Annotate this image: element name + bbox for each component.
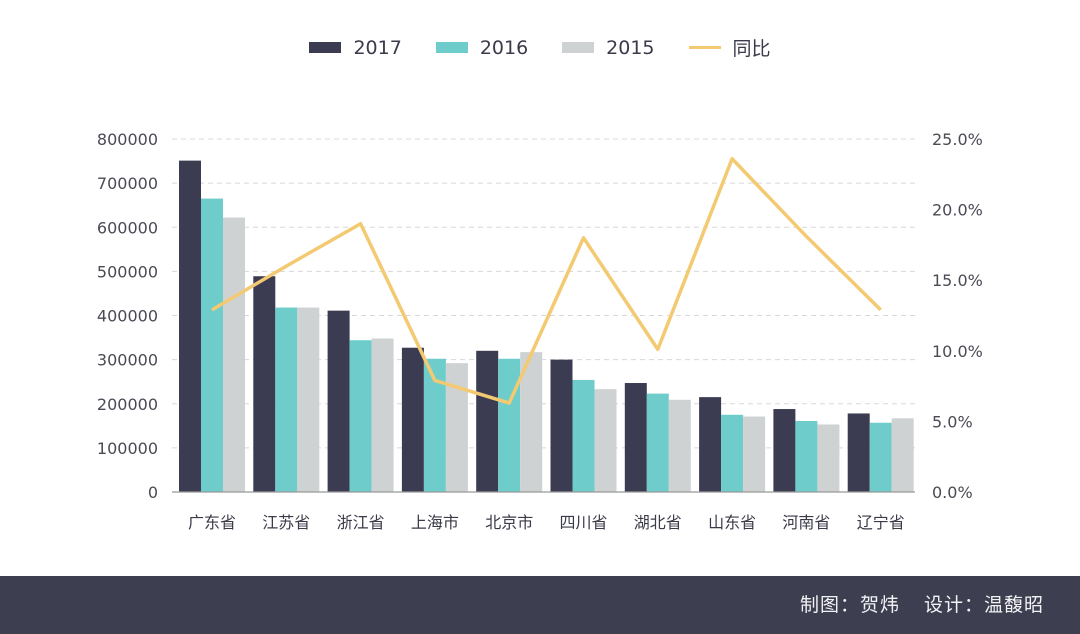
combo-chart: 0 100000 200000 300000 400000 500000 600000 700…: [97, 130, 983, 532]
bar-2016: [795, 420, 818, 492]
y-right-tick-label: 25.0%: [932, 130, 983, 149]
x-category-label: 辽宁省: [857, 513, 905, 532]
chart-legend: 2017 2016 2015 同比: [0, 34, 1080, 61]
bar-2016: [349, 340, 372, 492]
bar-2017: [773, 409, 796, 492]
bar-2016: [423, 358, 446, 492]
y-right-tick-label: 20.0%: [932, 201, 983, 220]
bar-2016: [275, 307, 298, 492]
bar-2017: [847, 413, 870, 492]
bar-2017: [476, 350, 499, 492]
design-credit: 设计：温馥昭: [923, 594, 1044, 616]
bar-2015: [817, 424, 840, 492]
legend-swatch-yoy: [688, 46, 721, 49]
bar-2015: [223, 217, 245, 493]
legend-swatch-2017: [309, 42, 342, 53]
bar-2015: [297, 307, 320, 492]
bar-2015: [668, 399, 691, 492]
bar-2015: [891, 418, 914, 492]
legend-item-2016: 2016: [435, 34, 529, 61]
map-credit: 制图：贺炜: [799, 594, 900, 616]
x-category-label: 山东省: [708, 513, 756, 532]
x-category-label: 上海市: [411, 513, 459, 532]
bar-2015: [594, 389, 617, 492]
credits: 制图：贺炜 设计：温馥昭: [800, 590, 1044, 617]
y-left-tick-label: 600000: [97, 218, 158, 237]
bar-2016: [572, 379, 595, 492]
y-left-tick-label: 300000: [97, 351, 158, 370]
legend-label-2016: 2016: [479, 36, 529, 59]
y-right-tick-label: 10.0%: [932, 342, 983, 361]
x-category-label: 江苏省: [262, 513, 310, 532]
x-category-label: 河南省: [782, 513, 830, 532]
x-category-label: 北京市: [485, 513, 533, 532]
y-left-tick-label: 700000: [97, 174, 158, 193]
legend-label-2017: 2017: [353, 36, 402, 59]
legend-label-yoy: 同比: [732, 38, 771, 60]
y-right-tick-label: 5.0%: [932, 412, 973, 431]
legend-item-yoy: 同比: [688, 34, 771, 61]
legend-swatch-2016: [435, 42, 468, 53]
y-left-tick-label: 400000: [97, 307, 158, 326]
y-left-tick-label: 200000: [97, 395, 158, 414]
bar-2017: [327, 310, 350, 492]
x-category-label: 浙江省: [337, 513, 385, 532]
legend-label-2015: 2015: [606, 36, 655, 59]
x-category-label: 四川省: [559, 513, 607, 532]
bar-2017: [401, 347, 424, 492]
y-left-tick-label: 800000: [97, 130, 158, 149]
bar-2017: [179, 160, 201, 492]
bar-2015: [520, 352, 543, 492]
bar-2017: [699, 397, 722, 492]
legend-swatch-2015: [562, 42, 595, 53]
bar-2015: [371, 338, 394, 492]
y-left-tick-label: 100000: [97, 439, 158, 458]
bar-2016: [721, 414, 744, 492]
y-right-tick-label: 15.0%: [932, 271, 983, 290]
y-left-tick-label: 500000: [97, 262, 158, 281]
bar-2016: [201, 198, 223, 492]
x-category-label: 广东省: [188, 513, 236, 532]
footer-bar: 制图：贺炜 设计：温馥昭: [0, 576, 1080, 634]
bar-2016: [646, 393, 669, 492]
bar-2017: [550, 359, 573, 492]
y-left-tick-label: 0: [148, 483, 158, 502]
bar-2016: [498, 358, 521, 492]
legend-item-2017: 2017: [309, 34, 402, 61]
y-right-tick-label: 0.0%: [932, 483, 973, 502]
bar-2015: [743, 416, 766, 492]
legend-item-2015: 2015: [562, 34, 655, 61]
bar-2015: [445, 363, 468, 492]
bar-2017: [253, 276, 276, 492]
bar-2017: [624, 383, 647, 492]
line-同比: [211, 157, 882, 405]
bar-2016: [869, 422, 892, 492]
x-category-label: 湖北省: [634, 513, 682, 532]
